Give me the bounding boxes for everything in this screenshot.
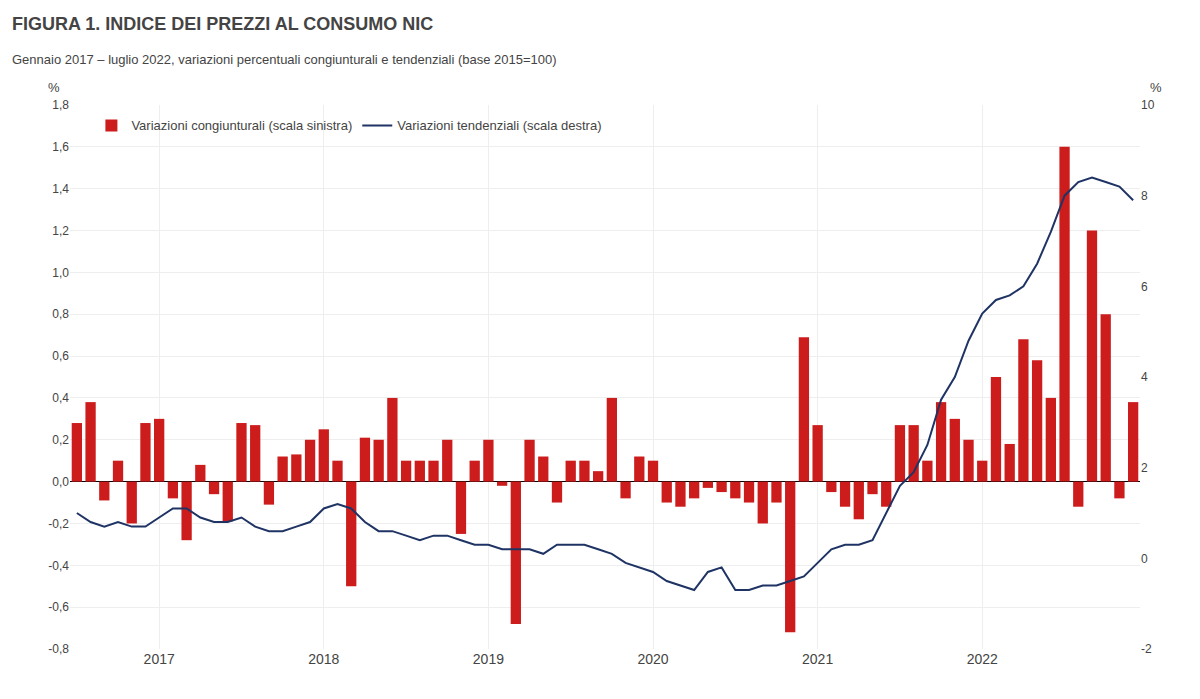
- svg-text:0,8: 0,8: [52, 307, 69, 321]
- svg-text:1,4: 1,4: [52, 182, 69, 196]
- svg-text:4: 4: [1141, 370, 1148, 384]
- svg-text:1,0: 1,0: [52, 266, 69, 280]
- svg-text:10: 10: [1141, 98, 1155, 112]
- svg-text:2019: 2019: [473, 651, 504, 667]
- svg-text:FIGURA 1. INDICE DEI PREZZI AL: FIGURA 1. INDICE DEI PREZZI AL CONSUMO N…: [12, 14, 433, 34]
- svg-text:8: 8: [1141, 189, 1148, 203]
- svg-text:Gennaio 2017 – luglio 2022, va: Gennaio 2017 – luglio 2022, variazioni p…: [12, 52, 557, 67]
- svg-text:2: 2: [1141, 461, 1148, 475]
- svg-text:1,6: 1,6: [52, 140, 69, 154]
- svg-text:2018: 2018: [308, 651, 339, 667]
- svg-text:1,2: 1,2: [52, 224, 69, 238]
- svg-text:Variazioni congiunturali (scal: Variazioni congiunturali (scala sinistra…: [131, 118, 352, 133]
- svg-text:-0,8: -0,8: [48, 642, 69, 656]
- svg-text:-2: -2: [1141, 642, 1152, 656]
- svg-text:2020: 2020: [637, 651, 668, 667]
- svg-text:2017: 2017: [144, 651, 175, 667]
- svg-text:0,4: 0,4: [52, 391, 69, 405]
- svg-text:0: 0: [1141, 552, 1148, 566]
- svg-text:%: %: [1150, 80, 1162, 95]
- svg-text:0,0: 0,0: [52, 475, 69, 489]
- svg-text:6: 6: [1141, 280, 1148, 294]
- svg-text:%: %: [48, 80, 60, 95]
- svg-text:2021: 2021: [802, 651, 833, 667]
- svg-text:1,8: 1,8: [52, 98, 69, 112]
- svg-text:0,2: 0,2: [52, 433, 69, 447]
- svg-text:-0,6: -0,6: [48, 600, 69, 614]
- svg-text:2022: 2022: [967, 651, 998, 667]
- svg-text:Variazioni tendenziali (scala: Variazioni tendenziali (scala destra): [397, 118, 601, 133]
- svg-text:-0,2: -0,2: [48, 517, 69, 531]
- svg-text:0,6: 0,6: [52, 349, 69, 363]
- svg-text:-0,4: -0,4: [48, 559, 69, 573]
